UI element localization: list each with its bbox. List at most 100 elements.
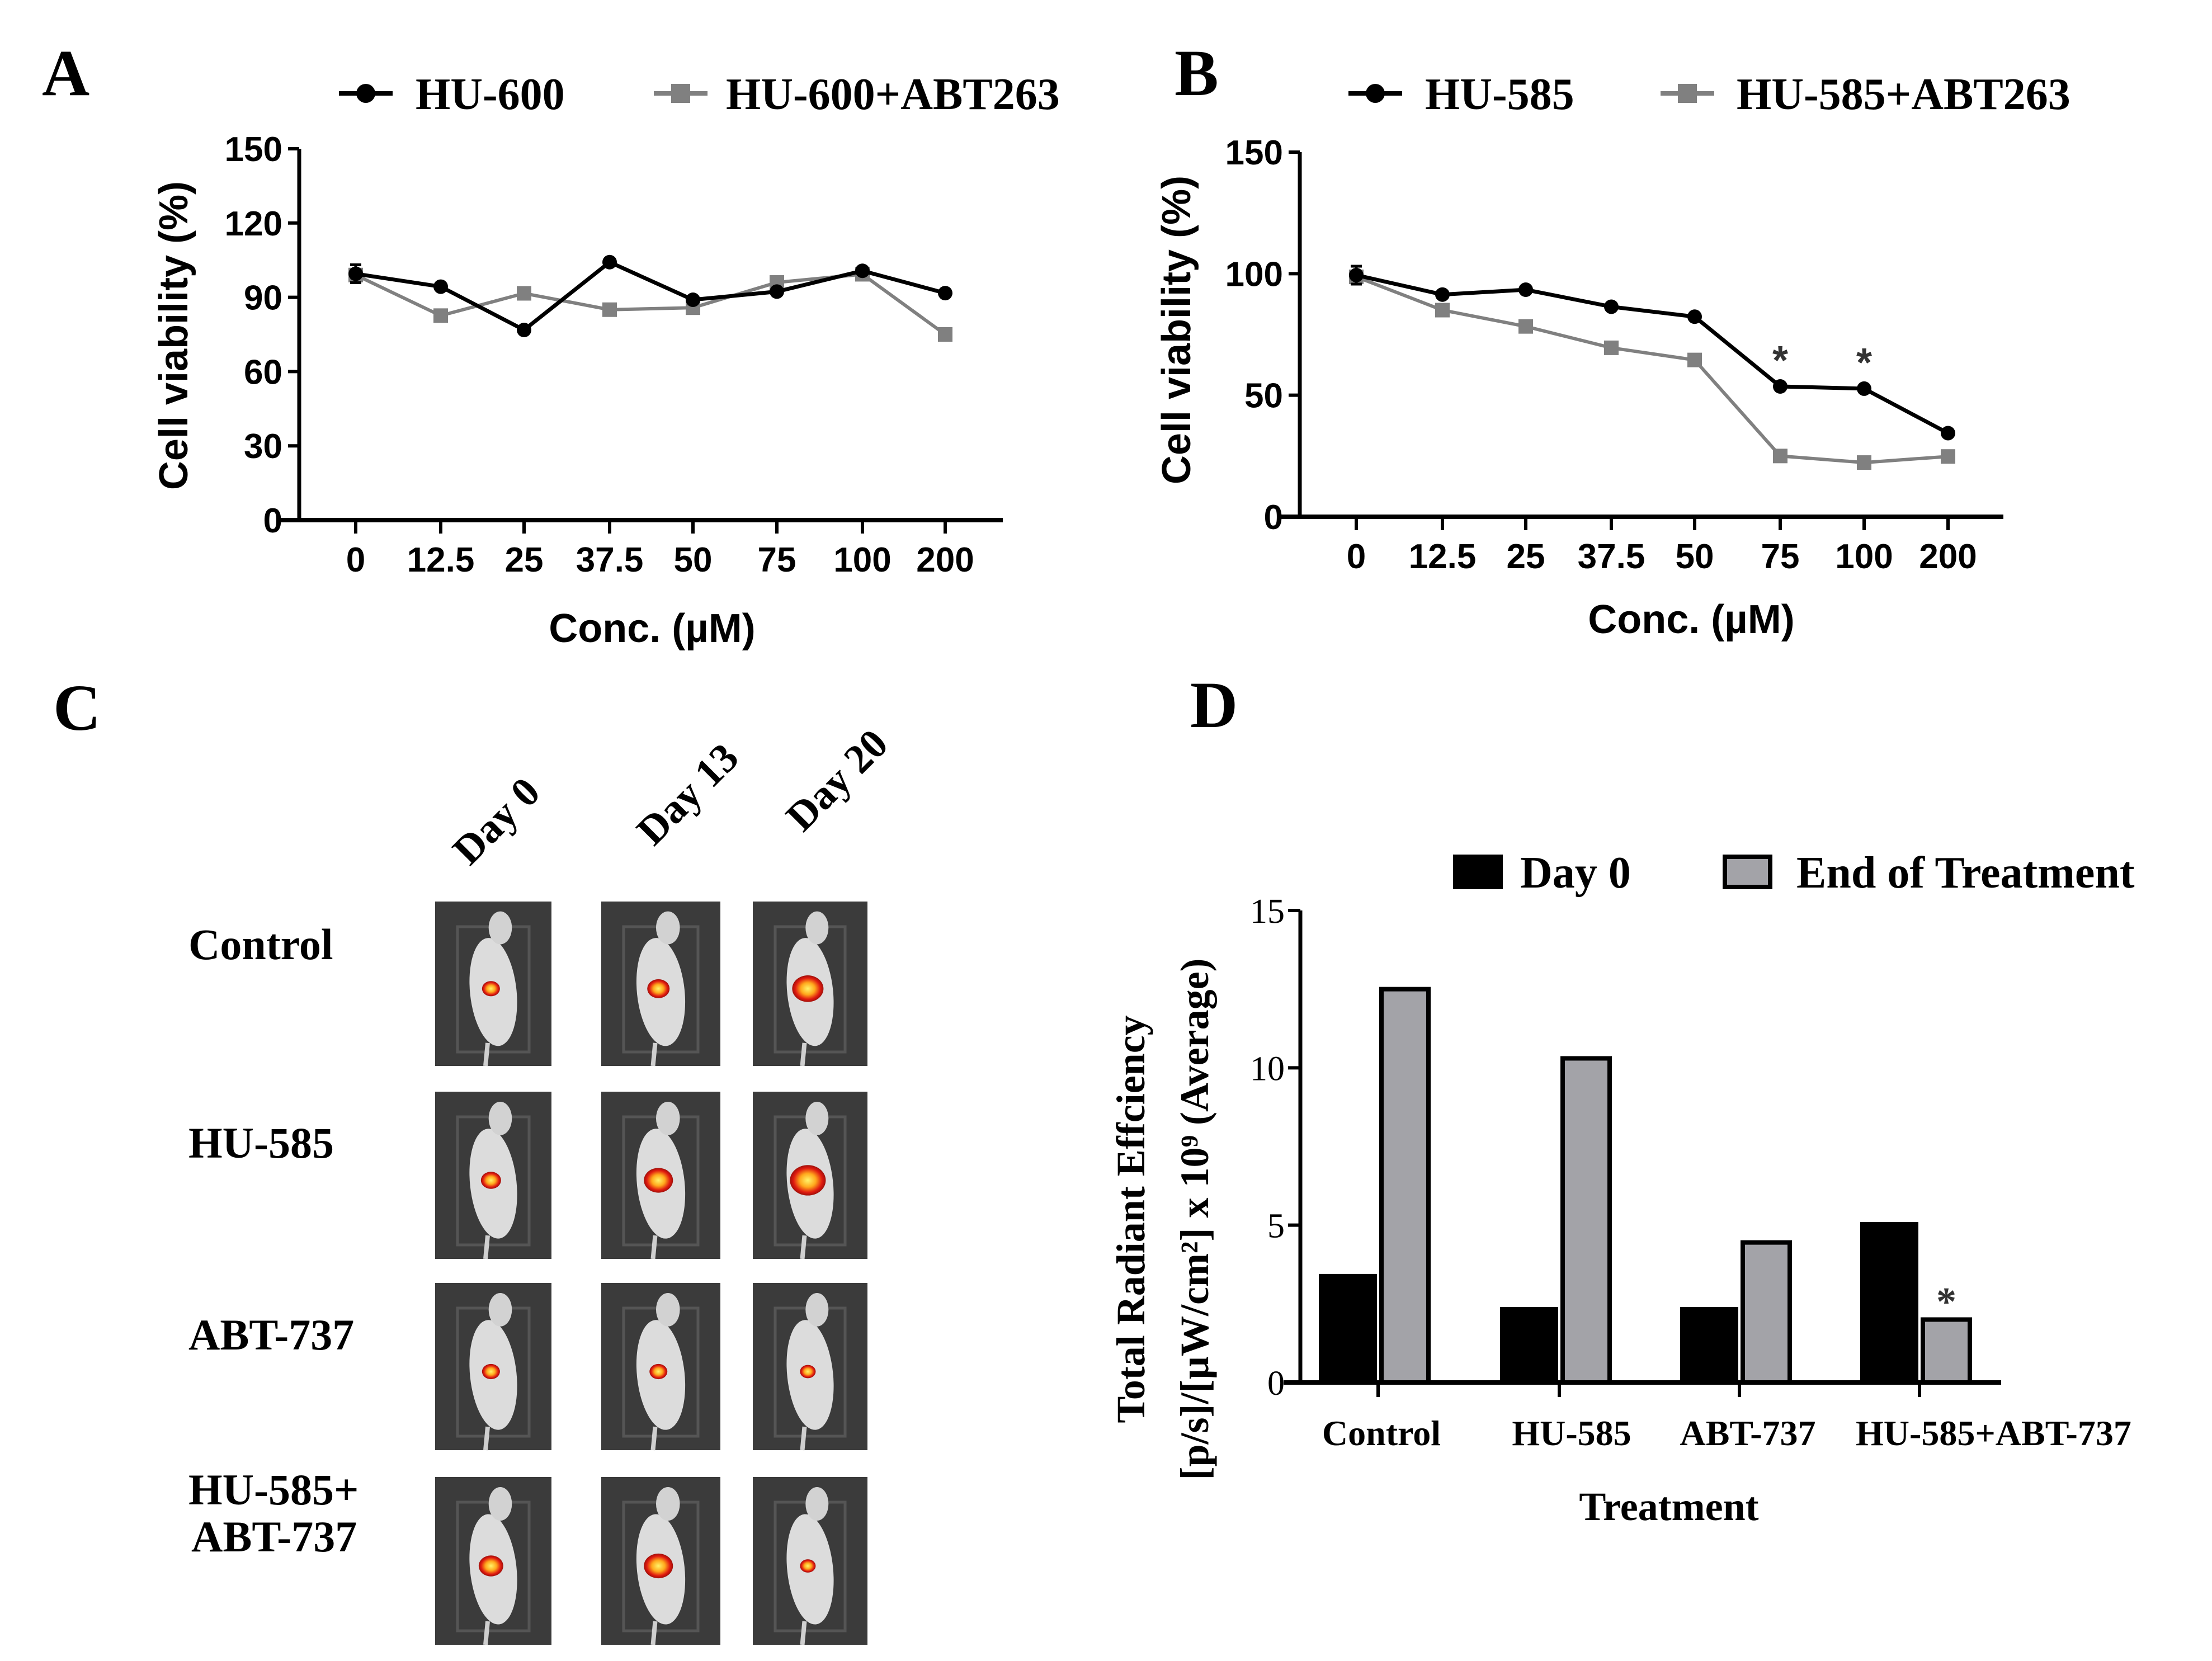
y-tick-label: 100: [1225, 255, 1283, 294]
y-axis-title-line-1: Total Radiant Effciency: [1109, 1015, 1153, 1423]
tumor-signal: [482, 981, 500, 997]
tumor-signal: [480, 1172, 501, 1189]
legend-marker: [356, 84, 375, 103]
mouse-tail: [483, 1042, 490, 1067]
mouse-tail: [800, 1235, 807, 1259]
y-tick-label: 5: [1267, 1207, 1285, 1245]
mouse-head: [805, 911, 829, 945]
mouse-image: [753, 1283, 867, 1451]
series-line-hu-585: [1356, 273, 1949, 435]
tumor-signal: [647, 979, 670, 998]
data-point: [433, 279, 448, 294]
x-tick-label: 100: [1835, 537, 1893, 576]
x-axis-title: Treatment: [1579, 1484, 1758, 1529]
mouse-tail: [483, 1235, 490, 1259]
x-tick-label: 37.5: [1578, 537, 1645, 576]
data-point: [1941, 426, 1955, 441]
y-tick-label: 15: [1250, 893, 1285, 931]
tumor-signal: [644, 1168, 673, 1193]
significance-asterisk: *: [1936, 1279, 1956, 1324]
y-tick-label: 120: [225, 205, 282, 243]
x-axis-title: Conc. (µM): [549, 606, 755, 651]
series-line-hu-585-abt263: [1355, 275, 1949, 465]
panel-letter-d: D: [1190, 668, 1238, 742]
data-point: [686, 292, 700, 308]
mouse-image: [435, 902, 551, 1067]
y-tick-label: 10: [1250, 1050, 1285, 1088]
x-axis-title: Conc. (µM): [1588, 597, 1794, 642]
data-point: [1518, 282, 1533, 298]
y-tick-label: 90: [244, 279, 282, 318]
mouse-head: [655, 911, 680, 945]
x-tick-label: 25: [1507, 537, 1545, 576]
day-column-label: Day 13: [628, 735, 748, 855]
x-tick-label: 200: [916, 541, 974, 579]
y-tick-label: 30: [244, 427, 282, 466]
legend-marker: [1678, 84, 1697, 103]
mouse-head: [805, 1101, 829, 1135]
y-tick-label: 60: [244, 353, 282, 391]
tumor-signal: [649, 1363, 668, 1380]
mouse-image: [601, 1283, 720, 1451]
tumor-signal: [482, 1363, 500, 1380]
panel-letter-b: B: [1175, 36, 1219, 110]
data-point: [1773, 449, 1787, 464]
y-tick-label: 0: [1267, 1365, 1285, 1403]
legend-swatch-day-0: [1453, 855, 1503, 889]
mouse-head: [488, 1487, 512, 1521]
bar-day-0: [1319, 1273, 1377, 1382]
mouse-tail: [650, 1426, 658, 1451]
data-point: [1604, 299, 1619, 314]
y-tick-label: 50: [1244, 377, 1283, 416]
x-tick-label: 200: [1919, 537, 1977, 576]
mouse-image: [435, 1092, 551, 1259]
legend-label: HU-600: [416, 70, 565, 119]
data-point: [1518, 319, 1533, 334]
mouse-image: [753, 1092, 867, 1259]
tumor-signal: [800, 1365, 816, 1379]
x-category-label: ABT-737: [1680, 1413, 1815, 1453]
mouse-image: [753, 1477, 867, 1645]
legend-marker: [1366, 84, 1385, 103]
x-category-label: HU-585+ABT-737: [1856, 1413, 2131, 1453]
x-category-label: HU-585: [1512, 1413, 1631, 1453]
x-tick-label: 0: [346, 541, 365, 579]
x-tick-label: 100: [833, 541, 891, 579]
data-point: [938, 327, 952, 342]
y-tick-label: 0: [1264, 498, 1283, 537]
x-tick-label: 75: [1761, 537, 1800, 576]
tumor-signal: [800, 1559, 816, 1573]
mouse-tail: [800, 1042, 807, 1067]
row-label: HU-585+: [188, 1465, 359, 1514]
x-category-label: Control: [1322, 1413, 1441, 1453]
tumor-signal: [792, 975, 824, 1002]
y-axis-title: Cell viability (%): [152, 181, 196, 490]
data-point: [517, 286, 531, 301]
bar-day-0: [1500, 1306, 1558, 1382]
mouse-tail: [650, 1042, 658, 1067]
significance-asterisk: *: [1772, 338, 1788, 383]
x-tick-label: 25: [505, 541, 544, 579]
x-tick-label: 12.5: [1409, 537, 1477, 576]
row-label: ABT-737: [188, 1310, 354, 1359]
mouse-head: [488, 911, 512, 945]
mouse-tail: [650, 1621, 658, 1645]
bar-end-of-treatment: [1741, 1240, 1792, 1385]
bar-end-of-treatment: [1379, 987, 1431, 1385]
bar-end-of-treatment: [1560, 1056, 1612, 1385]
data-point: [1857, 381, 1871, 396]
data-point: [517, 323, 531, 338]
row-label-line-2: ABT-737: [191, 1512, 357, 1561]
panel-d-bar-chart: Control HU-585 ABT-737 HU-585+ABT-737 0 5 10 15…: [1109, 848, 2135, 1529]
mouse-head: [655, 1292, 680, 1327]
mouse-tail: [483, 1621, 490, 1645]
legend-swatch-end-of-treatment: [1723, 855, 1772, 889]
legend-label: HU-600+ABT263: [726, 70, 1060, 119]
bar-day-0: [1860, 1222, 1918, 1382]
legend-label: HU-585+ABT263: [1737, 70, 2070, 119]
tumor-signal: [644, 1553, 673, 1579]
error-bar: [1351, 265, 1362, 286]
data-point: [1857, 455, 1871, 470]
legend-label: Day 0: [1520, 848, 1631, 898]
